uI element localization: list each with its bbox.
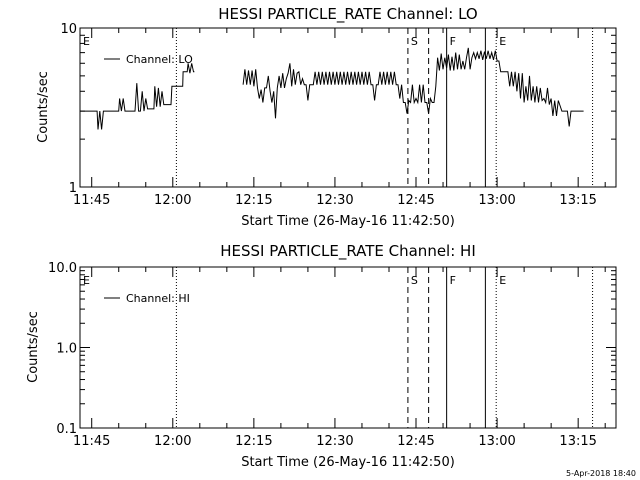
panel-hi-x-tick-label: 11:45 bbox=[73, 434, 110, 449]
panel-lo-plot-frame bbox=[79, 27, 617, 188]
panel-hi-x-tick-label: 12:30 bbox=[316, 434, 353, 449]
panel-hi-marker-label: F bbox=[450, 274, 456, 287]
panel-hi-x-tick-label: 13:00 bbox=[478, 434, 515, 449]
panel-lo-marker-label: E bbox=[499, 35, 506, 48]
panel-hi-x-tick-label: 12:45 bbox=[397, 434, 434, 449]
panel-lo-series-line bbox=[80, 63, 195, 130]
panel-lo-x-tick-label: 12:30 bbox=[316, 193, 353, 208]
footer-datestamp: 5-Apr-2018 18:40 bbox=[566, 469, 636, 478]
panel-hi-x-axis-label: Start Time (26-May-16 11:42:50) bbox=[241, 455, 455, 470]
panel-lo-y-axis-label: Counts/sec bbox=[36, 71, 51, 143]
panel-lo-x-tick-label: 13:00 bbox=[478, 193, 515, 208]
panel-hi-marker-label: E bbox=[499, 274, 506, 287]
panel-lo-title: HESSI PARTICLE_RATE Channel: LO bbox=[218, 5, 477, 24]
panel-lo-marker-label: S bbox=[411, 35, 418, 48]
panel-lo-marker-label: F bbox=[450, 35, 456, 48]
panel-hi-y-tick-label: 10.0 bbox=[48, 261, 77, 276]
panel-hi-legend-label: Channel: HI bbox=[126, 292, 190, 305]
panel-hi-y-tick-label: 1.0 bbox=[56, 342, 77, 357]
panel-lo: HESSI PARTICLE_RATE Channel: LO Start Ti… bbox=[36, 5, 617, 229]
panel-lo-x-axis-label: Start Time (26-May-16 11:42:50) bbox=[241, 214, 455, 229]
panel-hi-x-tick-label: 13:15 bbox=[559, 434, 596, 449]
panel-hi-y-axis-label: Counts/sec bbox=[26, 311, 41, 383]
panel-hi-marker-label: S bbox=[411, 274, 418, 287]
panel-hi-y-tick-label: 0.1 bbox=[56, 422, 77, 437]
panel-hi-legend: Channel: HI bbox=[104, 292, 190, 305]
panel-hi-title: HESSI PARTICLE_RATE Channel: HI bbox=[220, 242, 476, 261]
panel-lo-series-line bbox=[242, 47, 584, 127]
panel-lo-x-tick-label: 12:00 bbox=[154, 193, 191, 208]
panel-hi-marker-label: E bbox=[83, 274, 90, 287]
panel-lo-x-tick-label: 11:45 bbox=[73, 193, 110, 208]
panel-lo-legend-label: Channel: LO bbox=[126, 53, 193, 66]
panel-lo-x-tick-label: 13:15 bbox=[559, 193, 596, 208]
panel-lo-y-tick-label: 1 bbox=[69, 181, 77, 196]
panel-hi-x-tick-label: 12:15 bbox=[235, 434, 272, 449]
panel-hi: HESSI PARTICLE_RATE Channel: HI Start Ti… bbox=[26, 242, 617, 470]
panel-lo-x-tick-label: 12:15 bbox=[235, 193, 272, 208]
panel-lo-marker-label: E bbox=[83, 35, 90, 48]
panel-lo-legend: Channel: LO bbox=[104, 53, 193, 66]
panel-hi-x-tick-label: 12:00 bbox=[154, 434, 191, 449]
panel-lo-y-tick-label: 10 bbox=[60, 22, 77, 37]
panel-lo-x-tick-label: 12:45 bbox=[397, 193, 434, 208]
